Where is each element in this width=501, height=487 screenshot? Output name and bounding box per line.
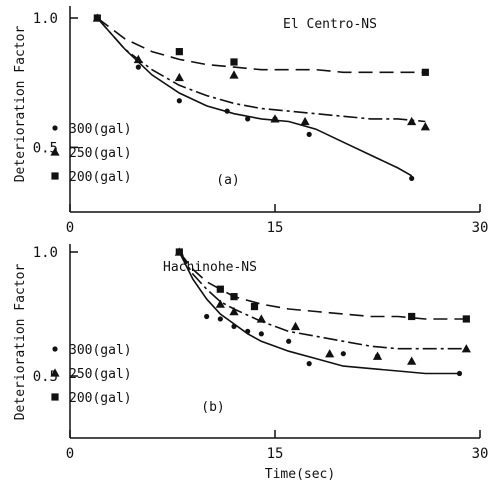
data-point-circle bbox=[456, 370, 463, 377]
x-tick-label: 0 bbox=[66, 446, 74, 462]
data-point-circle bbox=[176, 98, 182, 104]
legend-marker-circle bbox=[52, 125, 58, 131]
panel-a: El Centro-NS (a) Deterioration Factor 0 1… bbox=[13, 6, 488, 236]
data-point-circle bbox=[306, 131, 312, 137]
data-point-triangle bbox=[407, 356, 417, 365]
legend-label: 250(gal) bbox=[69, 146, 132, 161]
data-point-square bbox=[250, 302, 259, 311]
y-tick-label: 1.0 bbox=[33, 11, 58, 27]
panel-a-label: (a) bbox=[216, 173, 239, 188]
panel-b-label: (b) bbox=[201, 400, 224, 415]
data-point-square bbox=[230, 293, 238, 301]
data-point-square bbox=[175, 248, 183, 256]
data-point-circle bbox=[245, 328, 251, 334]
series-line-200gal bbox=[96, 17, 426, 74]
x-tick-label: 0 bbox=[66, 220, 74, 236]
legend-label: 200(gal) bbox=[69, 170, 132, 185]
legend-label: 200(gal) bbox=[69, 391, 132, 406]
data-point-square bbox=[93, 14, 101, 22]
data-point-circle bbox=[231, 323, 237, 329]
series-line-250gal bbox=[178, 251, 467, 350]
legend-marker-circle bbox=[52, 346, 58, 352]
panel-a-y-axis-label: Deterioration Factor bbox=[13, 26, 28, 183]
data-point-triangle bbox=[372, 351, 383, 360]
panel-b-x-axis-label: Time(sec) bbox=[265, 467, 335, 482]
data-point-triangle bbox=[461, 344, 471, 353]
y-tick-label: 0.5 bbox=[33, 140, 58, 156]
x-tick-label: 15 bbox=[267, 446, 284, 462]
panel-b: Hachinohe-NS (b) Deterioration Factor Ti… bbox=[13, 244, 488, 482]
legend-label: 300(gal) bbox=[69, 343, 132, 358]
data-point-circle bbox=[204, 313, 210, 320]
legend-marker-square bbox=[51, 172, 59, 180]
data-point-triangle bbox=[133, 54, 143, 64]
y-tick-label: 1.0 bbox=[33, 245, 58, 261]
series-line-250gal bbox=[96, 17, 426, 123]
data-point-triangle bbox=[215, 299, 225, 308]
data-point-circle bbox=[224, 108, 230, 114]
data-point-square bbox=[462, 315, 470, 323]
data-point-square bbox=[175, 48, 183, 56]
data-point-triangle bbox=[270, 114, 280, 123]
series-line-200gal bbox=[178, 251, 467, 320]
data-point-triangle bbox=[420, 122, 430, 131]
x-tick-label: 15 bbox=[267, 220, 284, 236]
data-point-triangle bbox=[174, 72, 184, 82]
data-point-square bbox=[421, 68, 429, 76]
data-point-circle bbox=[286, 338, 292, 344]
data-point-triangle bbox=[407, 116, 417, 126]
data-point-triangle bbox=[229, 70, 239, 79]
panel-b-y-axis-label: Deterioration Factor bbox=[13, 264, 28, 421]
legend-marker-triangle bbox=[50, 147, 60, 156]
data-point-circle bbox=[306, 361, 312, 367]
series-line-300gal bbox=[96, 17, 413, 177]
x-tick-label: 30 bbox=[472, 220, 489, 236]
data-point-circle bbox=[245, 116, 251, 122]
y-tick-label: 0.5 bbox=[33, 369, 58, 385]
data-point-square bbox=[216, 285, 224, 293]
legend-marker-triangle bbox=[50, 368, 60, 377]
series-line-300gal bbox=[178, 251, 460, 375]
data-point-triangle bbox=[300, 116, 310, 126]
data-point-square bbox=[408, 312, 416, 321]
panel-b-title: Hachinohe-NS bbox=[163, 260, 257, 275]
x-tick-label: 30 bbox=[472, 446, 489, 462]
data-point-triangle bbox=[325, 349, 335, 358]
data-point-circle bbox=[258, 331, 264, 337]
data-point-circle bbox=[135, 64, 141, 70]
legend-label: 250(gal) bbox=[69, 367, 132, 382]
data-point-circle bbox=[409, 175, 415, 181]
panel-a-title: El Centro-NS bbox=[283, 17, 377, 32]
data-point-circle bbox=[217, 316, 223, 322]
legend-marker-square bbox=[51, 393, 59, 401]
data-point-square bbox=[230, 58, 238, 66]
data-point-triangle bbox=[229, 306, 239, 316]
data-point-triangle bbox=[256, 314, 266, 323]
legend-label: 300(gal) bbox=[69, 122, 132, 137]
data-point-circle bbox=[340, 351, 346, 357]
data-point-triangle bbox=[290, 321, 301, 331]
